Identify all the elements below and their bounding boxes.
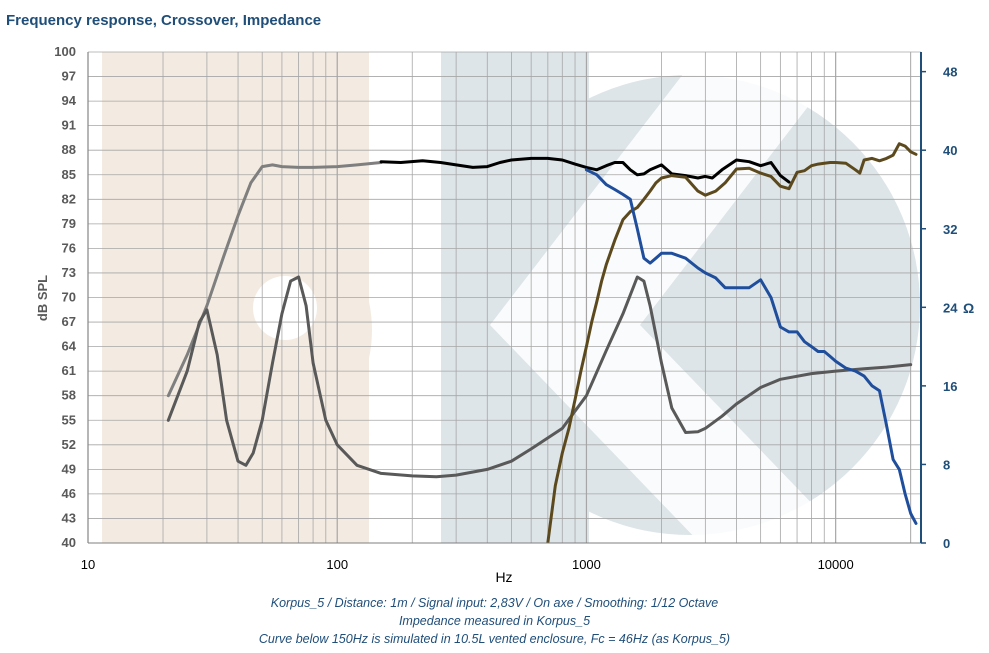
y-tick-label: 85 [62, 167, 76, 182]
series-line-fr_measured [379, 156, 791, 184]
series-line-crossover_highpass [546, 142, 918, 543]
y2-tick-label: 40 [943, 143, 957, 158]
grid [87, 51, 921, 544]
y2-tick-label: 24 [943, 300, 958, 315]
y-tick-label: 43 [62, 510, 76, 525]
y-tick-label: 94 [62, 93, 77, 108]
x-tick-label: 10 [81, 557, 95, 572]
y-tick-label: 82 [62, 191, 76, 206]
series-line-crossover_bandpass [166, 275, 913, 479]
y-tick-label: 79 [62, 216, 76, 231]
axes: 40 43 46 49 52 55 58 61 64 67 70 73 76 79 82 85 88 91 94 97… [35, 44, 974, 585]
x-tick-label: 10000 [818, 557, 854, 572]
x-tick-label: 100 [326, 557, 348, 572]
caption-measurement: Korpus_5 / Distance: 1m / Signal input: … [270, 596, 719, 610]
y-tick-label: 73 [62, 265, 76, 280]
y2-tick-label: 16 [943, 379, 957, 394]
y2-tick-label: 48 [943, 65, 957, 80]
y-tick-label: 76 [62, 240, 76, 255]
y2-tick-label: 32 [943, 222, 957, 237]
y-tick-label: 64 [62, 339, 77, 354]
y-tick-label: 88 [62, 142, 76, 157]
y-tick-label: 70 [62, 290, 76, 305]
chart-title: Frequency response, Crossover, Impedance [6, 12, 322, 29]
y-tick-label: 97 [62, 69, 76, 84]
y-tick-label: 40 [62, 535, 76, 550]
series-line-fr_simulated [166, 161, 383, 398]
y-tick-label: 100 [54, 44, 76, 59]
y-tick-label: 67 [62, 314, 76, 329]
caption-impedance: Impedance measured in Korpus_5 [398, 614, 591, 628]
y-tick-label: 55 [62, 412, 76, 427]
y-tick-label: 58 [62, 388, 76, 403]
y2-tick-label: 0 [943, 536, 950, 551]
series-line-impedance [584, 168, 918, 525]
x-tick-label: 1000 [572, 557, 601, 572]
y2-tick-label: 8 [943, 457, 950, 472]
y2-axis-label: Ω [963, 300, 974, 316]
y-tick-label: 91 [62, 118, 76, 133]
x-axis-label: Hz [495, 569, 512, 585]
y-tick-label: 61 [62, 363, 76, 378]
y-tick-label: 49 [62, 461, 76, 476]
y-axis-label: dB SPL [35, 275, 50, 321]
y-tick-label: 52 [62, 437, 76, 452]
series-group [166, 142, 918, 543]
y-tick-label: 46 [62, 486, 76, 501]
caption-simulation: Curve below 150Hz is simulated in 10.5L … [258, 632, 731, 646]
